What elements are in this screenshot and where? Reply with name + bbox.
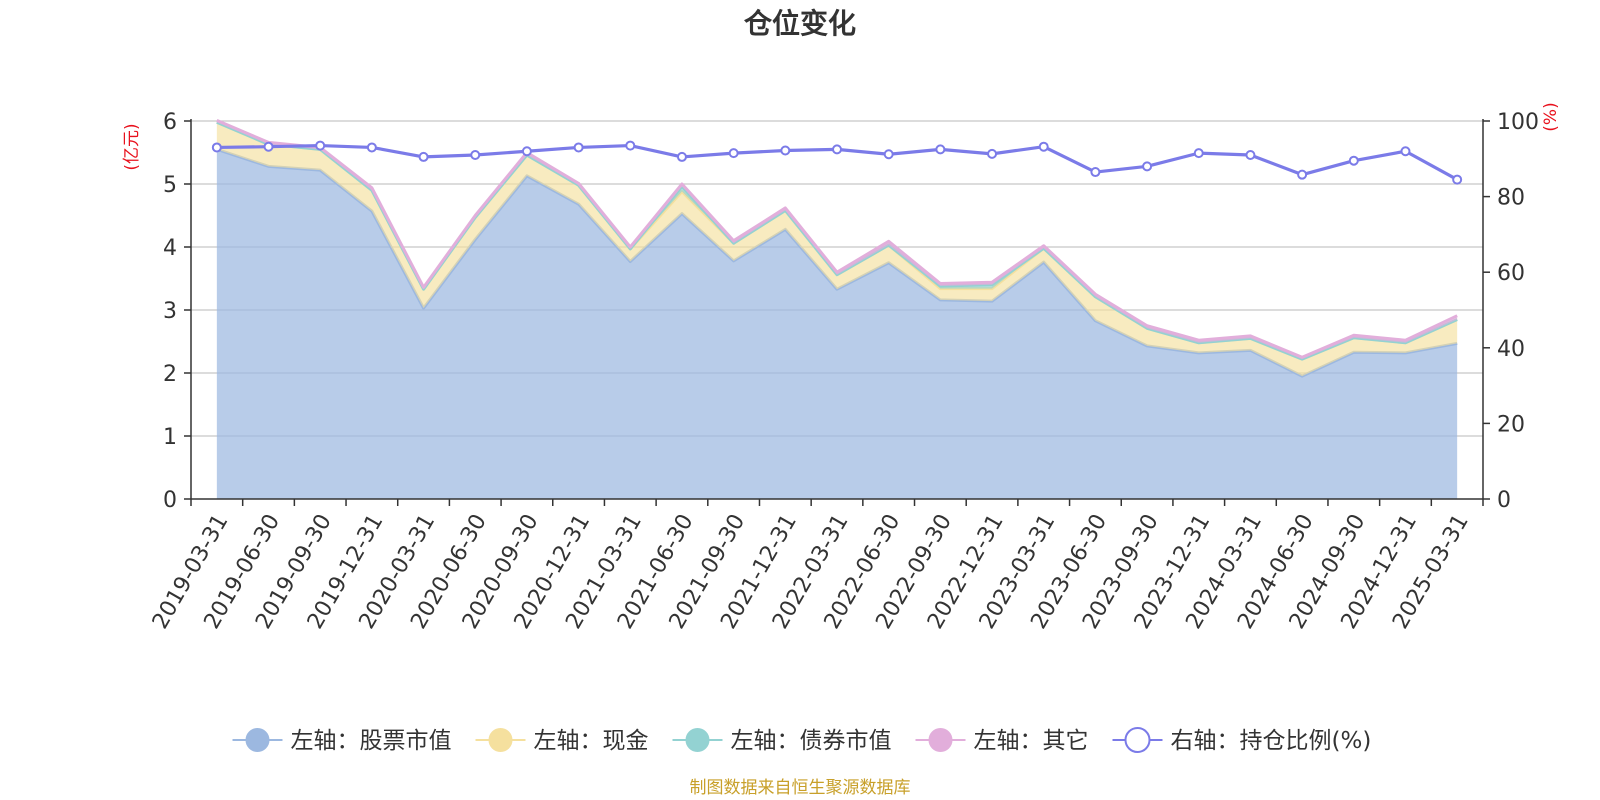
legend-label: 左轴：其它: [974, 728, 1089, 754]
legend-label: 左轴：股票市值: [291, 728, 452, 754]
legend-item: 左轴：其它: [915, 728, 1089, 754]
source-note: 制图数据来自恒生聚源数据库: [690, 778, 911, 798]
legend-label: 左轴：现金: [534, 728, 649, 754]
left-tick-label: 0: [163, 488, 177, 513]
ratio-point: [1452, 174, 1463, 185]
ratio-point: [1038, 141, 1049, 152]
ratio-point: [521, 146, 532, 157]
legend-dot-icon: [488, 728, 513, 752]
area-series-2: [216, 122, 1458, 377]
ratio-point: [625, 140, 636, 151]
right-tick-label: 20: [1497, 412, 1525, 437]
ratio-point: [676, 151, 687, 162]
ratio-point: [883, 149, 894, 160]
ratio-point: [470, 150, 481, 161]
legend-label: 左轴：债券市值: [731, 728, 892, 754]
left-tick-label: 6: [163, 110, 177, 135]
ratio-point: [728, 148, 739, 159]
ratio-point: [832, 144, 842, 155]
ratio-point: [780, 145, 791, 156]
ratio-point: [1090, 167, 1101, 178]
left-tick-label: 4: [163, 236, 177, 261]
legend-item: 左轴：股票市值: [232, 728, 452, 754]
left-tick-label: 5: [163, 173, 177, 198]
right-tick-label: 40: [1497, 337, 1525, 362]
right-tick-label: 0: [1497, 488, 1511, 513]
ratio-point: [263, 141, 274, 152]
right-tick-label: 80: [1497, 186, 1525, 211]
ratio-point: [1193, 148, 1204, 159]
legend-circle-icon: [1124, 727, 1151, 753]
right-tick-label: 60: [1497, 261, 1525, 286]
ratio-point: [1245, 150, 1256, 161]
ratio-point: [366, 142, 377, 153]
right-tick-label: 100: [1497, 110, 1539, 135]
ratio-point: [1348, 155, 1359, 166]
left-tick-label: 3: [163, 299, 177, 324]
ratio-point: [211, 142, 222, 153]
legend-dot-icon: [245, 728, 270, 752]
legend: 左轴：股票市值 左轴：现金 左轴：债券市值 左轴：其它 右轴：持仓比例(%): [232, 727, 1372, 754]
left-tick-label: 1: [163, 425, 177, 450]
ratio-point: [987, 148, 998, 159]
legend-dot-icon: [685, 728, 710, 752]
stacked-areas: [216, 118, 1458, 499]
legend-dot-icon: [928, 728, 953, 752]
ratio-point: [1400, 146, 1411, 157]
ratio-point: [315, 140, 326, 151]
left-tick-label: 2: [163, 362, 177, 387]
ratio-point: [573, 142, 584, 153]
legend-label: 右轴：持仓比例(%): [1171, 728, 1372, 754]
ratio-point: [935, 144, 946, 155]
legend-item: 左轴：债券市值: [672, 728, 892, 754]
chart-title: 仓位变化: [744, 7, 856, 40]
ratio-point: [418, 151, 429, 162]
left-axis-unit: (亿元): [122, 123, 142, 170]
legend-item: 右轴：持仓比例(%): [1112, 727, 1372, 754]
ratio-point: [1297, 169, 1308, 180]
holding-ratio-line: [211, 140, 1463, 185]
area-series-1: [216, 149, 1458, 499]
area-line-series-4: [216, 118, 1458, 359]
right-axis-unit: (%): [1541, 102, 1561, 131]
legend-item: 左轴：现金: [475, 728, 649, 754]
ratio-point: [1142, 161, 1153, 172]
